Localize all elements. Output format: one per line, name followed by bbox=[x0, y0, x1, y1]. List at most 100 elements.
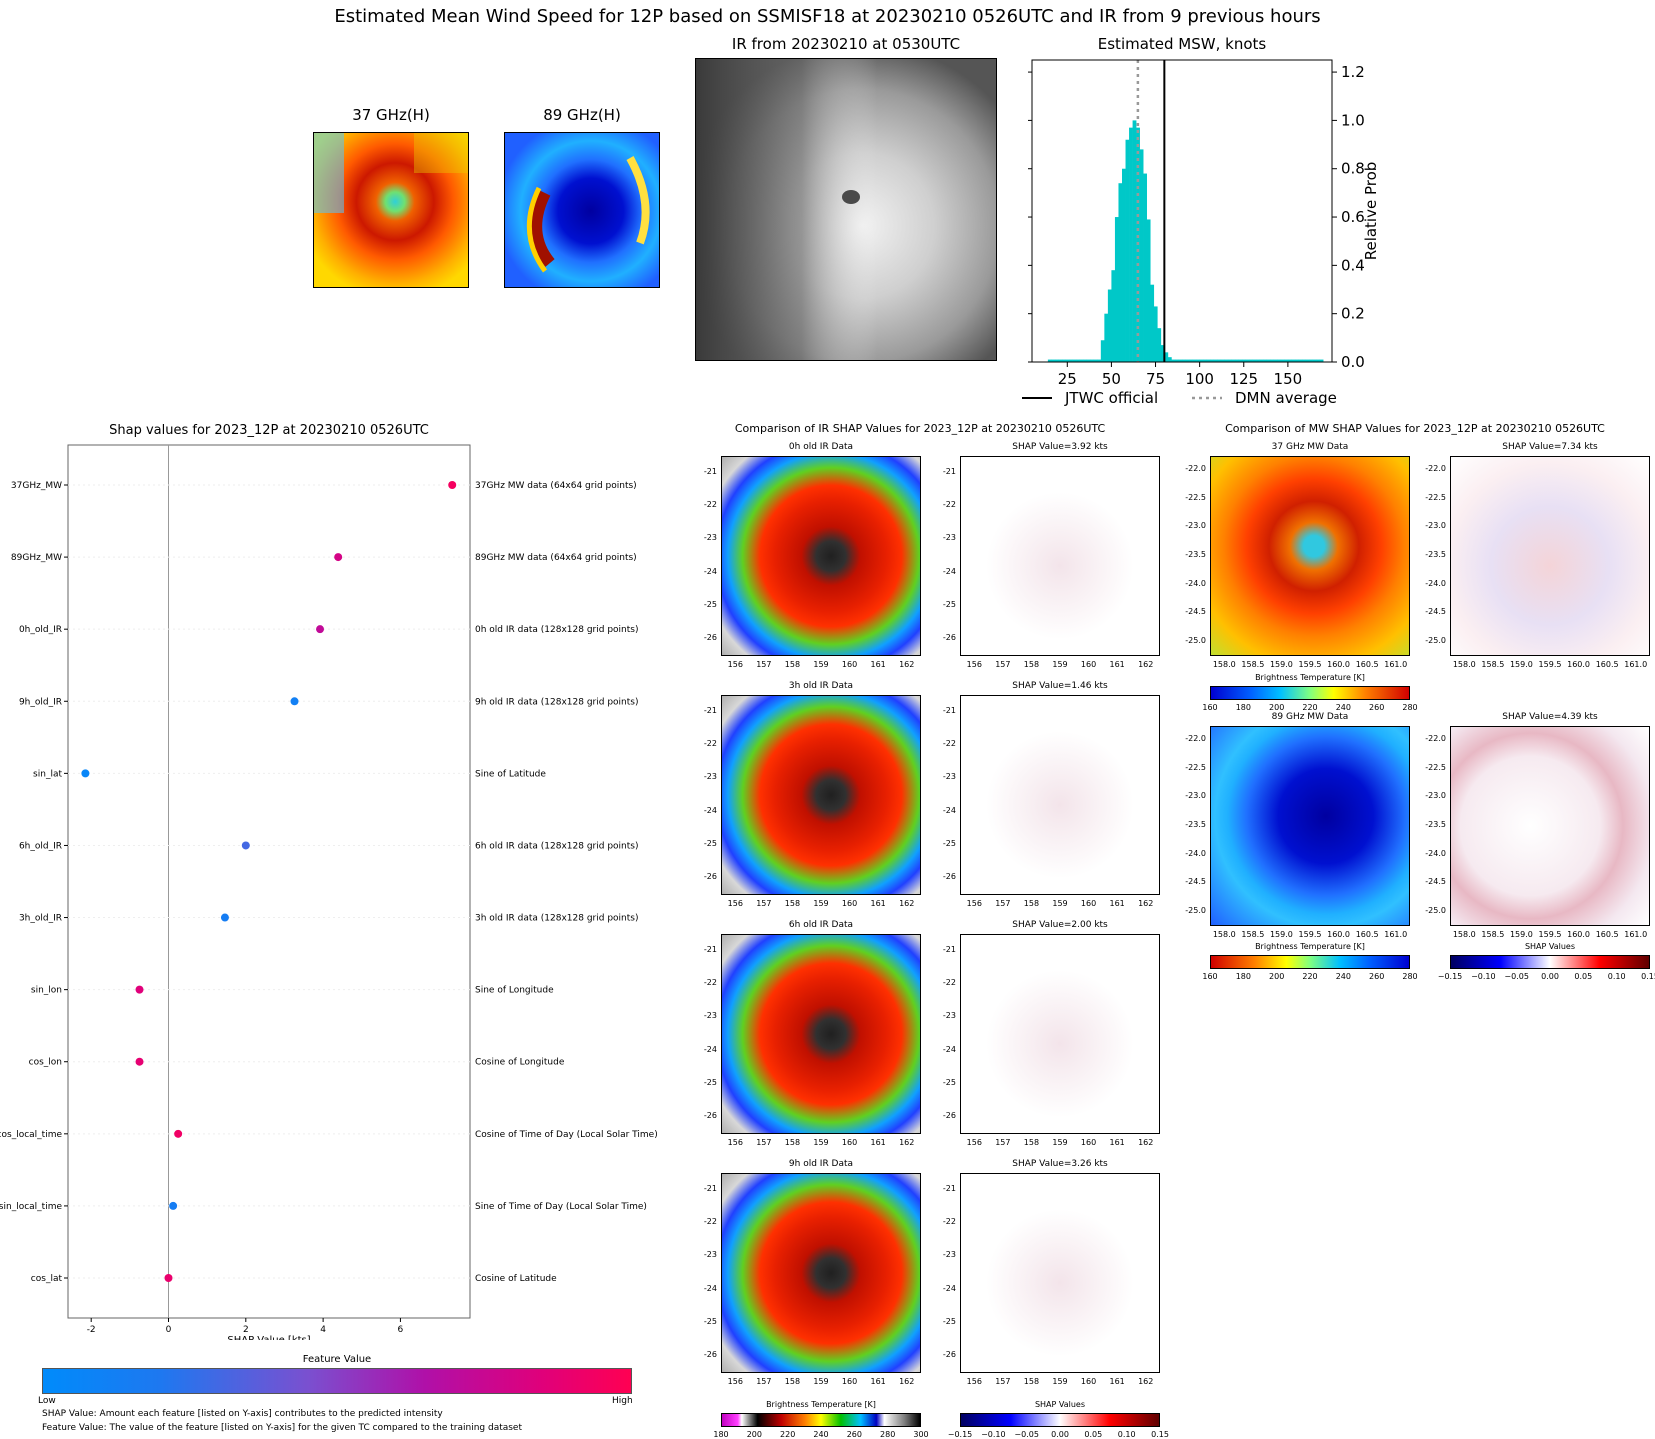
mw-data-0-xtick: 160.0 bbox=[1327, 660, 1351, 669]
mw-shap-1-xtick: 160.5 bbox=[1595, 930, 1619, 939]
histogram-bar bbox=[1174, 359, 1179, 362]
histogram-bar bbox=[1210, 359, 1215, 362]
ir-data-0-title: 0h old IR Data bbox=[788, 442, 854, 452]
ir-bt-colorbar-title: Brightness Temperature [K] bbox=[766, 1400, 876, 1409]
ir-title: IR from 20230210 at 0530UTC bbox=[731, 35, 961, 53]
mw-shap-0-xtick: 158.5 bbox=[1481, 660, 1505, 669]
histogram-bar bbox=[1203, 359, 1208, 362]
mw-data-1-xtick: 161.0 bbox=[1384, 930, 1408, 939]
y-tick-label: 1.0 bbox=[1341, 111, 1365, 129]
mw37-bt-colorbar-tick: 280 bbox=[1402, 703, 1418, 712]
ir-data-0-ytick: -25 bbox=[703, 600, 717, 609]
mw-shap-0-ytick: -22.5 bbox=[1425, 492, 1446, 502]
mw-data-1-ytick: -24.5 bbox=[1185, 877, 1206, 887]
mw-data-0-xtick: 160.5 bbox=[1355, 660, 1379, 669]
mw-shap-1-ytick: -22.5 bbox=[1425, 762, 1446, 772]
histogram-bar bbox=[1104, 313, 1109, 362]
histogram-bar bbox=[1118, 183, 1123, 362]
histogram-bar bbox=[1298, 359, 1303, 362]
ir-shap-colorbar-tick: 0.10 bbox=[1117, 1430, 1136, 1439]
feature-name-label: sin_lon bbox=[31, 986, 62, 996]
ir-shap-1-title: SHAP Value=1.46 kts bbox=[1012, 681, 1108, 691]
mw-shap-1-xtick: 158.5 bbox=[1481, 930, 1505, 939]
histogram-bar bbox=[1143, 173, 1148, 362]
ir-shap-1-image bbox=[960, 695, 1160, 895]
mw-data-1-xtick: 159.5 bbox=[1298, 930, 1322, 939]
feature-value-colorbar bbox=[42, 1368, 632, 1394]
ir-shap-1-xtick: 162 bbox=[1138, 899, 1154, 908]
mw-data-1-ytick: -22.5 bbox=[1185, 762, 1206, 772]
ir-data-1-xtick: 158 bbox=[784, 899, 801, 908]
ir-shap-2-xtick: 157 bbox=[995, 1138, 1011, 1147]
x-tick-label: -2 bbox=[87, 1325, 96, 1335]
ir-data-1-image bbox=[721, 695, 921, 895]
x-tick-label: 0 bbox=[166, 1325, 172, 1335]
histogram-bar bbox=[1079, 359, 1084, 362]
histogram-bar bbox=[1252, 359, 1257, 362]
mw37-image bbox=[313, 132, 469, 288]
histogram-bar bbox=[1122, 168, 1126, 362]
ir-shap-3-ytick: -22 bbox=[942, 1217, 956, 1226]
shap-point bbox=[448, 481, 457, 489]
ir-data-1-xtick: 160 bbox=[841, 899, 858, 908]
mw89-bt-colorbar-tick: 240 bbox=[1335, 972, 1351, 981]
feature-name-label: cos_lon bbox=[29, 1058, 62, 1068]
ir-shap-0-xtick: 162 bbox=[1138, 660, 1154, 669]
feature-name-label: 6h_old_IR bbox=[19, 841, 62, 851]
mw37-bt-colorbar-tick: 240 bbox=[1335, 703, 1351, 712]
ir-data-3-ytick: -26 bbox=[703, 1350, 717, 1360]
mw-shap-0-xtick: 160.0 bbox=[1567, 660, 1591, 669]
ir-shap-0-image bbox=[960, 456, 1160, 656]
x-tick-label: 2 bbox=[243, 1325, 249, 1335]
ir-shap-3-xtick: 156 bbox=[966, 1377, 982, 1386]
ir-shap-0-xtick: 156 bbox=[966, 660, 982, 669]
ir-shap-2-ytick: -22 bbox=[942, 978, 956, 987]
legend-dmn-label: DMN average bbox=[1235, 389, 1337, 407]
feature-desc-label: Cosine of Time of Day (Local Solar Time) bbox=[475, 1130, 658, 1140]
histogram-frame bbox=[1031, 59, 1333, 363]
ir-data-0-xtick: 160 bbox=[841, 660, 858, 669]
ir-data-3-ytick: -21 bbox=[703, 1183, 717, 1193]
histogram-bar bbox=[1196, 359, 1200, 362]
mw-data-0-xtick: 161.0 bbox=[1384, 660, 1408, 669]
mw89-bt-colorbar-tick: 160 bbox=[1202, 972, 1218, 981]
mw-data-0-xtick: 158.5 bbox=[1241, 660, 1265, 669]
x-axis-label: SHAP Value [kts] bbox=[227, 1335, 310, 1340]
histogram-bar bbox=[1100, 340, 1105, 362]
mw-shap-colorbar-tick: 0.10 bbox=[1607, 972, 1626, 981]
shap-note: SHAP Value: Amount each feature [listed … bbox=[42, 1409, 443, 1419]
histogram-bar bbox=[1146, 219, 1151, 362]
ir-shap-2-xtick: 160 bbox=[1080, 1138, 1097, 1147]
histogram-bar bbox=[1182, 359, 1186, 362]
ir-bt-colorbar-tick: 280 bbox=[880, 1430, 896, 1439]
mw-shap-1-ytick: -22.0 bbox=[1425, 734, 1446, 744]
histogram-bar bbox=[1316, 359, 1320, 362]
histogram-bar bbox=[1312, 359, 1317, 362]
mw-shap-colorbar-tick: −0.10 bbox=[1471, 972, 1496, 981]
mw-shap-colorbar-tick: 0.15 bbox=[1641, 972, 1655, 981]
mw-data-1-ytick: -25.0 bbox=[1185, 905, 1206, 915]
ir-data-2-image bbox=[721, 934, 921, 1134]
ir-shap-0-ytick: -26 bbox=[942, 633, 956, 643]
histogram-bar bbox=[1263, 359, 1268, 362]
ir-shap-0-xtick: 158 bbox=[1023, 660, 1040, 669]
ir-shap-3-xtick: 158 bbox=[1023, 1377, 1040, 1386]
mw37-bt-colorbar-tick: 200 bbox=[1269, 703, 1285, 712]
histogram-bar bbox=[1051, 359, 1056, 362]
ir-data-3-ytick: -22 bbox=[703, 1217, 717, 1226]
histogram-bar bbox=[1065, 359, 1070, 362]
mw-data-0-ytick: -23.5 bbox=[1185, 550, 1206, 559]
ir-data-3-xtick: 161 bbox=[870, 1377, 886, 1386]
ir-data-2-ytick: -21 bbox=[703, 944, 717, 954]
ir-shap-2-xtick: 162 bbox=[1138, 1138, 1154, 1147]
ir-shap-0-ytick: -23 bbox=[942, 533, 956, 543]
histogram-bar bbox=[1076, 359, 1080, 362]
mw89-bt-colorbar-tick: 280 bbox=[1402, 972, 1418, 981]
feature-desc-label: Cosine of Longitude bbox=[475, 1058, 565, 1068]
feature-name-label: cos_lat bbox=[31, 1274, 63, 1284]
mw-data-0-title: 37 GHz MW Data bbox=[1271, 442, 1349, 452]
legend-jtwc-label: JTWC official bbox=[1064, 389, 1158, 407]
cbar-high-label: High bbox=[612, 1396, 633, 1406]
shap-point bbox=[334, 553, 343, 562]
histogram-bar bbox=[1309, 359, 1313, 362]
